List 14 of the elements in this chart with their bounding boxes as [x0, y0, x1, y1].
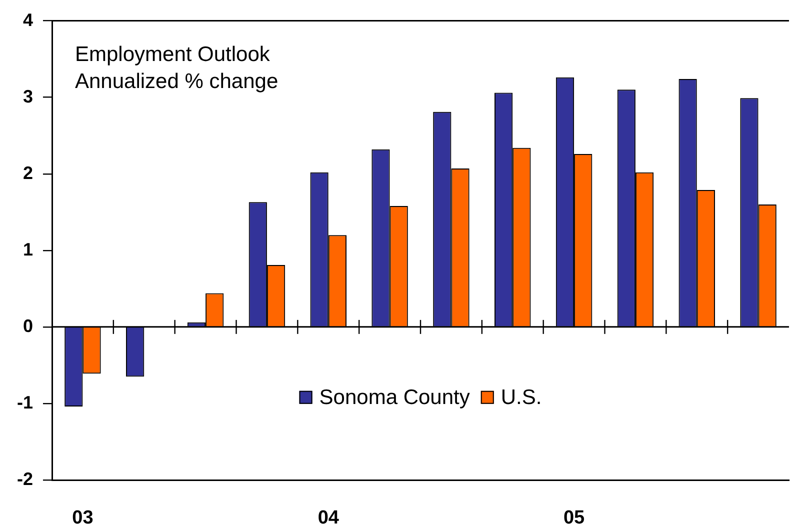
y-tick-label: -2 — [16, 468, 33, 489]
text: Annualized % change — [75, 70, 278, 93]
x-tick-label: 03 — [72, 508, 94, 529]
y-tick-label: 1 — [22, 239, 33, 260]
text: Employment Outlook — [75, 42, 270, 66]
legend-label: U.S. — [500, 386, 542, 410]
legend-label: Sonoma County — [319, 386, 470, 410]
y-tick-label: 0 — [22, 316, 33, 336]
x-tick-label: 05 — [563, 508, 586, 529]
y-tick-label: -1 — [16, 392, 33, 412]
y-tick-label: 2 — [22, 162, 33, 183]
y-tick-label: 4 — [22, 10, 33, 30]
x-tick-label: 04 — [318, 508, 340, 529]
y-tick-label: 3 — [22, 86, 33, 106]
